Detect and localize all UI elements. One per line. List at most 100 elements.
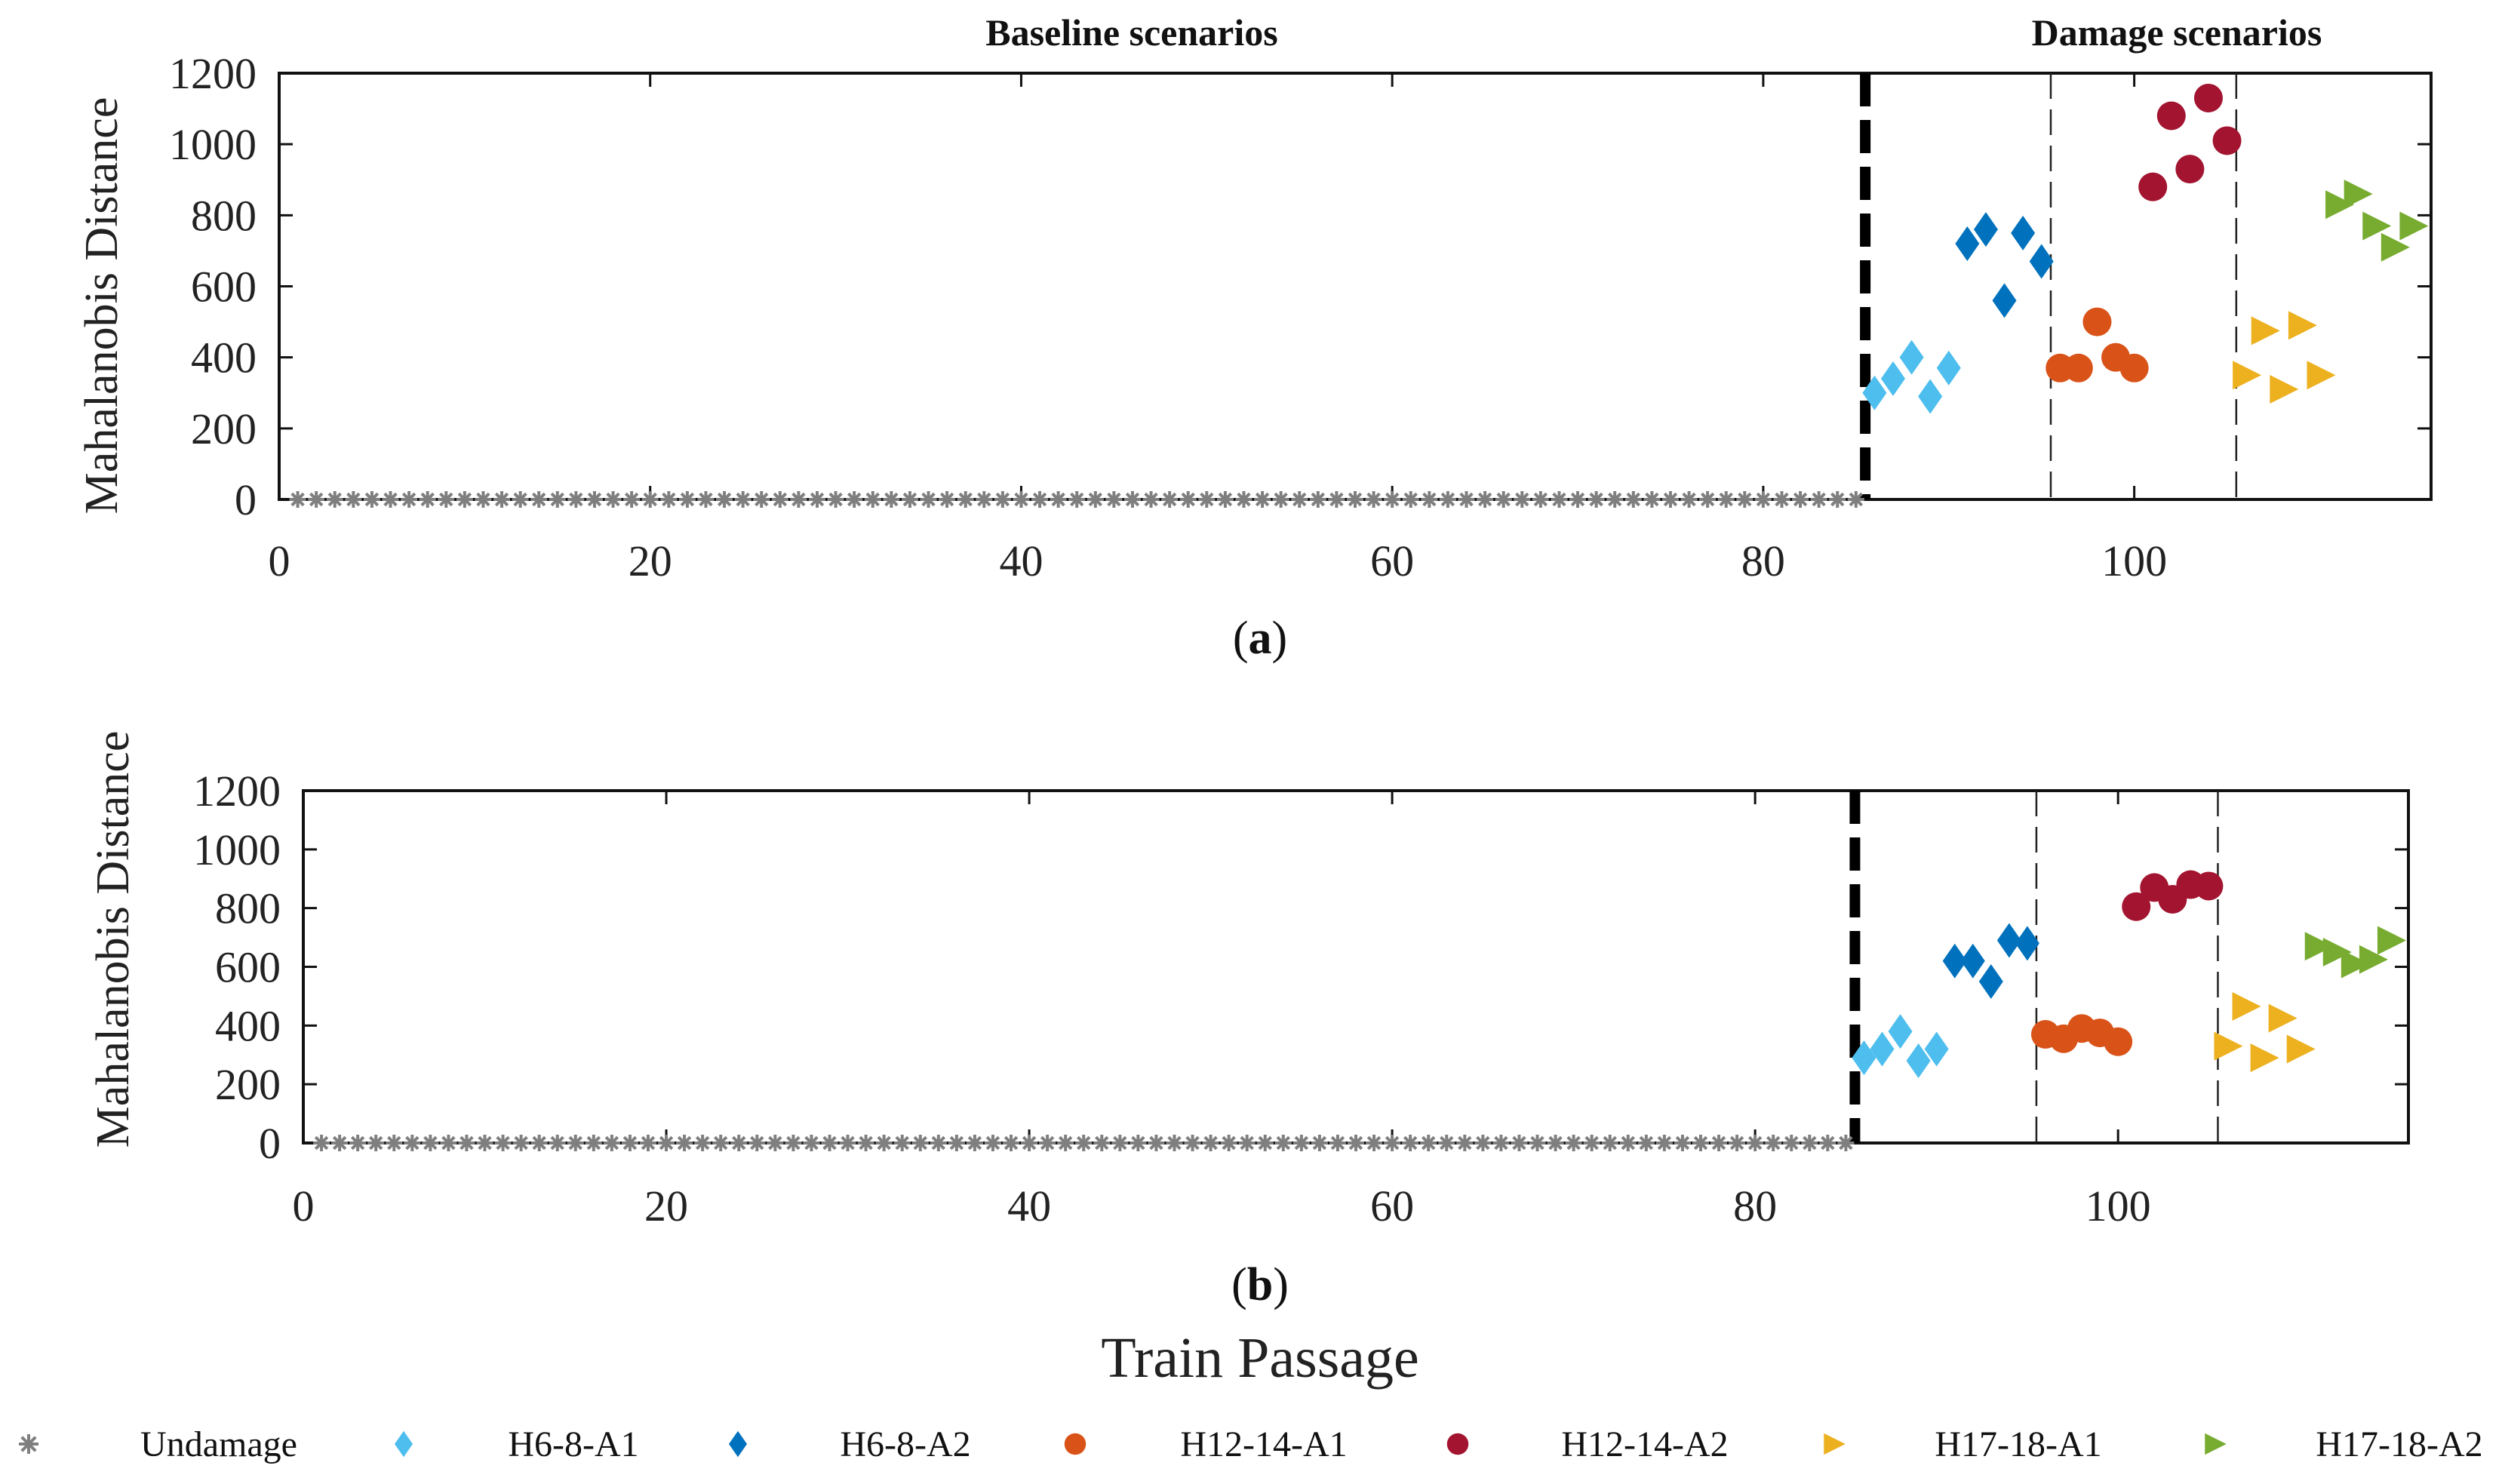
panel-b-point-undamage	[349, 1135, 367, 1151]
panel-b-x-tick-label: 80	[1733, 1181, 1777, 1231]
panel-a-point-undamage	[660, 491, 678, 508]
panel-a-x-tick-label: 100	[2101, 536, 2167, 585]
panel-b-point-undamage	[1256, 1135, 1274, 1151]
legend-marker-h17-18-a1	[1824, 1433, 1846, 1455]
panel-a-point-undamage	[289, 491, 306, 508]
panel-a-point-undamage	[363, 491, 380, 508]
panel-a-point-undamage	[827, 491, 844, 508]
panel-b-point-undamage	[1148, 1135, 1165, 1151]
panel-a-point-undamage	[1477, 491, 1494, 508]
panel-a-point-undamage	[1810, 491, 1827, 508]
panel-a-series-h6-8-a2	[1955, 212, 2054, 318]
panel-a-point-undamage	[1643, 491, 1661, 508]
panel-b-point-undamage	[567, 1135, 584, 1151]
panel-b-point-undamage	[639, 1135, 656, 1151]
legend-label-h17-18-a1: H17-18-A1	[1935, 1424, 2101, 1464]
panel-a-point-undamage	[1309, 491, 1326, 508]
panel-b-point-undamage	[767, 1135, 784, 1151]
panel-b-point-undamage	[331, 1135, 349, 1151]
panel-a-point-h6-8-a2	[1955, 226, 1980, 261]
panel-b-point-undamage	[621, 1135, 638, 1151]
panel-b-x-tick-label: 60	[1370, 1181, 1414, 1231]
panel-b-y-tick-label: 400	[215, 1001, 281, 1050]
panel-b-series-h12-14-a2	[2122, 870, 2224, 921]
panel-a-point-h17-18-a1	[2307, 361, 2336, 390]
panel-b-caption-letter: b	[1247, 1259, 1273, 1310]
panel-b-point-undamage	[1655, 1135, 1673, 1151]
panel-a-y-tick-label: 800	[191, 191, 257, 240]
panel-a-point-undamage	[920, 491, 937, 508]
panel-b-point-undamage	[603, 1135, 620, 1151]
panel-b-point-h6-8-a1	[1888, 1014, 1913, 1049]
panel-b-point-h6-8-a2	[1960, 943, 1985, 979]
panel-b-series-h6-8-a2	[1942, 923, 2039, 999]
legend-item-h6-8-a1: H6-8-A1	[395, 1424, 639, 1464]
panel-b-point-undamage	[1384, 1135, 1401, 1151]
panel-b-point-h6-8-a2	[1996, 923, 2021, 958]
panel-a-point-undamage	[883, 491, 900, 508]
panel-b-point-h6-8-a1	[1870, 1031, 1895, 1067]
panel-a-point-undamage	[1161, 491, 1179, 508]
panel-b-point-undamage	[785, 1135, 802, 1151]
panel-b-point-undamage	[658, 1135, 675, 1151]
panel-b-point-h6-8-a1	[1852, 1040, 1876, 1076]
legend-item-h12-14-a1: H12-14-A1	[1064, 1424, 1348, 1464]
panel-b-point-undamage	[984, 1135, 1001, 1151]
panel-b-point-h12-14-a2	[2122, 892, 2151, 921]
panel-b-point-undamage	[803, 1135, 820, 1151]
panel-a-point-undamage	[326, 491, 343, 508]
panel-a-point-undamage	[976, 491, 993, 508]
panel-a-point-undamage	[1235, 491, 1252, 508]
panel-b-point-h17-18-a2	[2304, 932, 2334, 961]
panel-a-point-undamage	[475, 491, 492, 508]
panel-b-point-h17-18-a2	[2322, 938, 2352, 967]
panel-b-point-undamage	[1547, 1135, 1564, 1151]
panel-b-point-undamage	[1202, 1135, 1219, 1151]
panel-b-point-h17-18-a1	[2286, 1034, 2316, 1064]
panel-b-point-undamage	[1130, 1135, 1147, 1151]
legend-item-h12-14-a2: H12-14-A2	[1446, 1424, 1729, 1464]
panel-a-point-h17-18-a2	[2381, 232, 2410, 262]
baseline-scenarios-label: Baseline scenarios	[985, 11, 1277, 54]
panel-b-point-undamage	[1674, 1135, 1691, 1151]
legend-item-h6-8-a2: H6-8-A2	[729, 1424, 971, 1464]
panel-b-point-h17-18-a1	[2250, 1043, 2279, 1073]
panel-b-point-undamage	[948, 1135, 965, 1151]
panel-a-point-h17-18-a1	[2251, 316, 2280, 346]
panel-a-point-undamage	[1514, 491, 1531, 508]
panel-b-y-tick-label: 200	[215, 1060, 281, 1109]
panel-a-point-undamage	[1569, 491, 1587, 508]
panel-b-point-undamage	[404, 1135, 421, 1151]
panel-a-point-h17-18-a1	[2270, 375, 2299, 404]
panel-b-point-undamage	[930, 1135, 947, 1151]
panel-b-point-undamage	[476, 1135, 493, 1151]
legend-marker-h6-8-a2	[729, 1430, 747, 1458]
panel-a-point-undamage	[604, 491, 622, 508]
panel-b-series-h6-8-a1	[1852, 1014, 1949, 1079]
panel-b-point-undamage	[1456, 1135, 1474, 1151]
legend: Undamage H6-8-A1 H6-8-A2 H12-14-A1 H12-14-A2…	[19, 1424, 2483, 1464]
panel-b-point-undamage	[422, 1135, 439, 1151]
panel-a-point-h6-8-a1	[1899, 340, 1924, 375]
chart-panel-a: Baseline scenarios Damage scenarios 0200…	[76, 11, 2433, 664]
panel-a-caption: (a)	[1233, 613, 1287, 664]
legend-marker-h6-8-a1	[395, 1430, 413, 1458]
panel-a-point-undamage	[1087, 491, 1104, 508]
panel-b-point-undamage	[313, 1135, 330, 1151]
panel-a-point-h17-18-a2	[2362, 211, 2392, 241]
panel-a-x-tick-label: 0	[269, 536, 290, 585]
panel-a-point-h12-14-a2	[2156, 101, 2186, 131]
panel-a-marks-layer	[289, 83, 2429, 508]
panel-b-point-undamage	[1837, 1135, 1855, 1151]
panel-a-point-h17-18-a1	[2288, 311, 2317, 340]
panel-b-point-undamage	[730, 1135, 748, 1151]
panel-b-point-undamage	[494, 1135, 512, 1151]
panel-b-point-h17-18-a2	[2359, 945, 2388, 974]
panel-b-y-axis-title: Mahalanobis Distance	[88, 731, 139, 1148]
panel-b-point-h6-8-a2	[1942, 943, 1967, 979]
panel-a-point-undamage	[1847, 491, 1864, 508]
panel-a-point-undamage	[382, 491, 399, 508]
legend-marker-h12-14-a1	[1064, 1433, 1087, 1455]
panel-b-point-undamage	[1039, 1135, 1056, 1151]
panel-b-point-undamage	[1801, 1135, 1818, 1151]
